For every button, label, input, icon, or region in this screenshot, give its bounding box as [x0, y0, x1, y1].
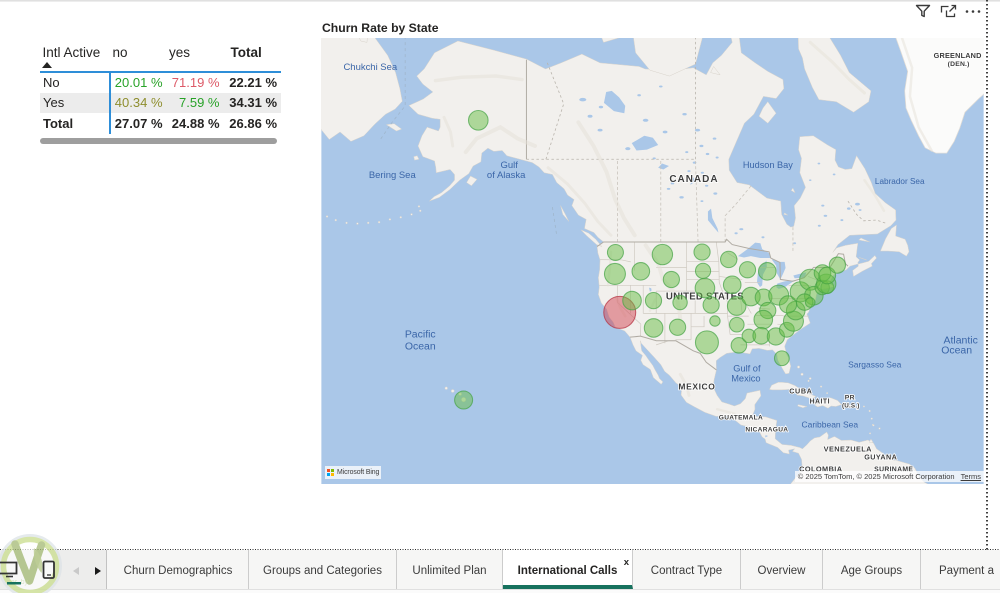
svg-text:Bering Sea: Bering Sea [369, 170, 417, 181]
svg-text:GUYANA: GUYANA [864, 453, 897, 462]
svg-text:Atlantic: Atlantic [943, 336, 977, 347]
svg-text:Ocean: Ocean [405, 342, 436, 353]
svg-text:COLOMBIA: COLOMBIA [799, 465, 843, 474]
svg-text:CANADA: CANADA [669, 174, 718, 185]
svg-text:HAITI: HAITI [810, 399, 830, 406]
svg-text:Sargasso Sea: Sargasso Sea [848, 360, 902, 370]
svg-text:Caribbean Sea: Caribbean Sea [801, 420, 858, 430]
svg-text:VENEZUELA: VENEZUELA [824, 445, 873, 454]
svg-text:Pacific: Pacific [405, 330, 436, 341]
svg-text:Ocean: Ocean [941, 346, 972, 357]
svg-text:SURINAME: SURINAME [874, 467, 913, 474]
svg-text:Labrador Sea: Labrador Sea [875, 177, 925, 186]
svg-text:(DEN.): (DEN.) [948, 61, 970, 68]
svg-text:NICARAGUA: NICARAGUA [745, 427, 788, 434]
svg-text:MEXICO: MEXICO [678, 382, 715, 392]
svg-text:PR: PR [845, 395, 855, 402]
svg-text:GREENLAND: GREENLAND [934, 51, 982, 60]
svg-text:GUATEMALA: GUATEMALA [719, 415, 763, 422]
svg-text:Gulf of: Gulf of [733, 364, 761, 374]
svg-text:Gulf: Gulf [500, 160, 518, 171]
svg-text:Mexico: Mexico [731, 374, 760, 384]
svg-text:of Alaska: of Alaska [487, 170, 526, 181]
svg-text:Hudson Bay: Hudson Bay [743, 160, 793, 170]
svg-text:Chukchi Sea: Chukchi Sea [343, 62, 397, 73]
svg-text:(U.S.): (U.S.) [842, 403, 860, 410]
svg-text:CUBA: CUBA [789, 387, 812, 396]
